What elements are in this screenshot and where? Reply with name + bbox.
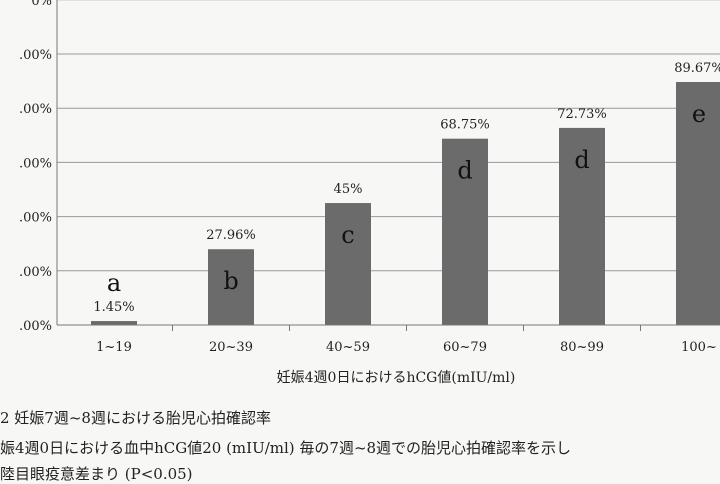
data-label: 68.75% (440, 118, 490, 133)
bar-chart: .00% .00% .00% .00% .00% .00% 0% 1.45% a 27.96% b… (19, 0, 720, 386)
x-tick-label: 100~ (681, 340, 717, 355)
bar (559, 127, 605, 325)
data-label: 89.67% (674, 61, 720, 76)
significance-letter: e (692, 100, 706, 128)
y-axis: .00% .00% .00% .00% .00% .00% 0% (19, 0, 58, 334)
bar (442, 138, 488, 325)
x-tick-label: 1~19 (96, 340, 132, 355)
y-tick-label: .00% (19, 319, 52, 334)
gridlines (57, 0, 720, 326)
x-tick-label: 60~79 (443, 340, 487, 355)
data-label: 27.96% (206, 228, 256, 243)
significance-letter: b (223, 267, 238, 295)
bar (325, 203, 371, 325)
significance-letter: c (341, 221, 354, 249)
data-label: 45% (334, 182, 363, 197)
bar (91, 321, 137, 325)
y-tick-label: .00% (19, 156, 52, 171)
y-tick-label: 0% (31, 0, 52, 9)
y-tick-label: .00% (19, 102, 52, 117)
data-label: 72.73% (557, 107, 607, 122)
bars: 1.45% a 27.96% b 45% c 68.75% d 72.73% d 89.67% e (91, 61, 720, 326)
significance-letter: a (107, 269, 121, 297)
figure-caption-body: 娠4週0日における血中hCG値20 (mIU/ml) 毎の7週~8週での胎児心拍… (0, 439, 572, 457)
y-tick-label: .00% (19, 48, 52, 63)
figure-caption-cut-line: 陸目眼疫意差まり (P<0.05) (0, 465, 193, 483)
figure-caption-title: 2 妊娠7週~8週における胎児心拍確認率 (0, 409, 271, 427)
x-axis: 1~19 20~39 40~59 60~79 80~99 100~ (57, 324, 720, 355)
x-tick-label: 20~39 (209, 340, 253, 355)
significance-letter: d (457, 157, 472, 185)
significance-letter: d (574, 146, 589, 174)
x-tick-label: 80~99 (560, 340, 604, 355)
bar (676, 81, 720, 326)
x-axis-label: 妊娠4週0日におけるhCG値(mIU/ml) (277, 370, 516, 386)
bar (208, 249, 254, 325)
y-tick-label: .00% (19, 265, 52, 280)
data-label: 1.45% (93, 300, 134, 315)
x-tick-label: 40~59 (326, 340, 370, 355)
y-tick-label: .00% (19, 211, 52, 226)
